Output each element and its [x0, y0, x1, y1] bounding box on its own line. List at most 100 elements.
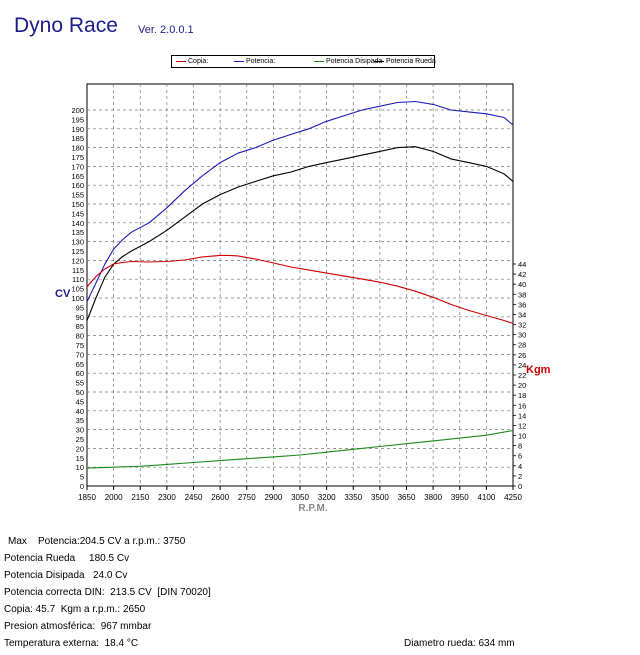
y-left-tick-label: 70	[76, 350, 84, 359]
y-left-tick-label: 95	[76, 303, 84, 312]
y-right-tick-label: 2	[518, 472, 522, 481]
y-left-tick-label: 130	[71, 238, 84, 247]
y-right-tick-label: 28	[518, 341, 526, 350]
stat-wheel-diameter: Diametro rueda: 634 mm	[404, 638, 515, 649]
stat-dissipated-power: Potencia Disipada 24.0 Cv	[4, 570, 128, 581]
x-tick-label: 3500	[371, 493, 389, 502]
y-left-tick-label: 55	[76, 379, 84, 388]
y-left-tick-label: 160	[71, 181, 84, 190]
legend-swatch	[374, 60, 384, 62]
y-left-tick-label: 105	[71, 285, 84, 294]
y-right-tick-label: 34	[518, 310, 526, 319]
y-left-tick-label: 200	[71, 106, 84, 115]
y-right-tick-label: 24	[518, 361, 526, 370]
y-right-tick-label: 20	[518, 381, 526, 390]
y-right-tick-label: 38	[518, 290, 526, 299]
y-right-tick-label: 0	[518, 482, 522, 491]
stat-torque: Copia: 45.7 Kgm a r.p.m.: 2650	[4, 604, 146, 615]
y-left-tick-label: 120	[71, 256, 84, 265]
y-left-tick-label: 65	[76, 360, 84, 369]
app-version: Ver. 2.0.0.1	[138, 24, 194, 36]
stat-temperature: Temperatura externa: 18.4 °C	[4, 638, 139, 649]
y-left-tick-label: 110	[72, 275, 84, 284]
x-tick-label: 3200	[318, 493, 336, 502]
y-right-tick-label: 32	[518, 321, 526, 330]
x-tick-label: 3350	[344, 493, 362, 502]
y-left-tick-label: 60	[76, 369, 84, 378]
legend-swatch	[234, 60, 244, 62]
y-left-tick-label: 20	[76, 444, 84, 453]
y-right-tick-label: 42	[518, 270, 526, 279]
y-left-tick-label: 155	[71, 191, 84, 200]
y-left-tick-label: 135	[71, 228, 84, 237]
y-right-tick-label: 12	[518, 421, 526, 430]
x-tick-label: 4250	[504, 493, 522, 502]
y-left-tick-label: 90	[76, 313, 84, 322]
y-left-tick-label: 25	[76, 435, 84, 444]
legend-swatch	[314, 60, 324, 62]
y-left-tick-label: 115	[72, 266, 84, 275]
legend-swatch	[176, 60, 186, 62]
x-tick-label: 3800	[424, 493, 442, 502]
y-left-tick-label: 80	[76, 332, 84, 341]
y-right-tick-label: 18	[518, 391, 526, 400]
y-left-tick-label: 50	[76, 388, 84, 397]
x-tick-label: 4100	[477, 493, 495, 502]
y-left-tick-label: 30	[76, 426, 84, 435]
series-line-potencia-rueda	[86, 146, 514, 321]
x-tick-label: 2450	[185, 493, 203, 502]
y-right-tick-label: 10	[518, 432, 526, 441]
y-left-tick-label: 125	[71, 247, 84, 256]
y-right-tick-label: 36	[518, 300, 526, 309]
y-left-tick-label: 100	[71, 294, 84, 303]
legend-label: Potencia Rueda	[386, 58, 436, 65]
x-tick-label: 3650	[398, 493, 416, 502]
series-line-copia	[86, 254, 514, 325]
app-title: Dyno Race	[14, 14, 118, 37]
legend-label: Potencia Disipada	[326, 58, 383, 65]
x-tick-label: 2150	[131, 493, 149, 502]
y-axis-label-right: Kgm	[526, 364, 551, 376]
x-tick-label: 2000	[105, 493, 123, 502]
y-right-tick-label: 22	[518, 371, 526, 380]
y-left-tick-label: 15	[76, 454, 84, 463]
legend-item: Copia:	[176, 56, 208, 67]
x-tick-label: 1850	[78, 493, 96, 502]
y-axis-label-left: CV	[55, 288, 71, 300]
x-tick-label: 2750	[238, 493, 256, 502]
x-axis-label: R.P.M.	[298, 503, 327, 514]
chart-legend: Copia: Potencia: Potencia Disipada Potencia…	[171, 55, 436, 68]
x-tick-label: 2600	[211, 493, 229, 502]
stat-wheel-power: Potencia Rueda 180.5 Cv	[4, 553, 130, 564]
y-right-tick-label: 30	[518, 331, 526, 340]
y-left-tick-label: 5	[80, 473, 84, 482]
series-line-potencia	[86, 100, 514, 303]
y-right-tick-label: 44	[518, 260, 526, 269]
y-right-tick-label: 8	[518, 442, 522, 451]
stat-max-power: Max Potencia:204.5 CV a r.p.m.: 3750	[8, 536, 186, 547]
y-left-tick-label: 190	[71, 125, 84, 134]
legend-item: Potencia Rueda	[374, 56, 436, 67]
legend-label: Potencia:	[246, 58, 276, 65]
y-right-tick-label: 4	[518, 462, 522, 471]
x-tick-label: 3950	[451, 493, 469, 502]
y-left-tick-label: 180	[71, 144, 84, 153]
y-left-tick-label: 75	[76, 341, 84, 350]
y-left-tick-label: 150	[71, 200, 84, 209]
dyno-chart: 1850 2000 2150 2300 2450 2600 2750 2900 3050 3200…	[55, 83, 551, 514]
y-left-tick-label: 45	[76, 397, 84, 406]
y-right-tick-label: 6	[518, 452, 522, 461]
y-left-tick-label: 145	[71, 209, 84, 218]
legend-item: Potencia Disipada	[314, 56, 382, 67]
y-left-tick-label: 140	[71, 219, 84, 228]
y-right-tick-label: 14	[518, 411, 526, 420]
stat-din-power: Potencia correcta DIN: 213.5 CV [DIN 700…	[4, 587, 211, 598]
x-tick-label: 3050	[291, 493, 309, 502]
y-left-tick-label: 165	[71, 172, 84, 181]
y-right-tick-label: 26	[518, 351, 526, 360]
stat-pressure: Presion atmosférica: 967 mmbar	[4, 621, 152, 632]
y-right-tick-label: 16	[518, 401, 526, 410]
legend-item: Potencia:	[234, 56, 275, 67]
y-right-tick-label: 40	[518, 280, 526, 289]
y-left-tick-label: 10	[76, 463, 84, 472]
